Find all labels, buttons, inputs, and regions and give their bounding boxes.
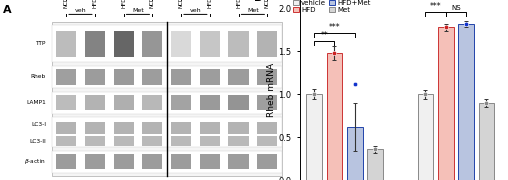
Text: veh: veh [189,8,201,13]
Bar [171,154,191,170]
Bar [347,127,363,180]
Text: LC3-II: LC3-II [29,139,46,144]
Text: A: A [3,5,12,15]
Bar [56,122,76,134]
Bar [85,122,105,134]
Bar [171,136,191,146]
Bar [200,31,220,57]
Text: NS: NS [451,5,461,11]
Text: Rheb: Rheb [30,74,46,79]
Bar [229,31,248,57]
Bar [113,31,134,57]
Bar [52,151,281,173]
Bar [171,95,191,111]
Bar [257,122,277,134]
Text: ***: *** [430,2,441,11]
Bar [113,154,134,170]
Bar [113,95,134,111]
Bar [113,122,134,134]
Bar [142,95,163,111]
Text: HFD: HFD [236,0,241,8]
Text: NCD: NCD [178,0,183,8]
Text: ***: *** [329,23,340,32]
Bar [229,122,248,134]
Bar [142,31,163,57]
Text: **: ** [321,31,328,40]
Text: HFD: HFD [121,0,126,8]
Bar [142,69,163,85]
Bar [142,122,163,134]
Bar [85,95,105,111]
Bar [200,154,220,170]
Bar [85,69,105,85]
Bar [171,122,191,134]
Bar [113,69,134,85]
Bar [257,69,277,85]
Text: HFD: HFD [207,0,212,8]
Text: veh: veh [75,8,86,13]
Bar [229,69,248,85]
Text: LAMP1: LAMP1 [26,100,46,105]
Bar [200,69,220,85]
Text: Met: Met [247,8,259,13]
FancyBboxPatch shape [52,22,281,176]
Bar [85,136,105,146]
Bar [56,31,76,57]
Bar [171,31,191,57]
Text: NCD: NCD [150,0,155,8]
Bar [229,154,248,170]
Bar [142,136,163,146]
Bar [52,118,281,147]
Bar [52,25,281,62]
Bar [479,103,494,180]
Bar [257,136,277,146]
Bar [113,136,134,146]
Text: HFD: HFD [92,0,98,8]
Bar [257,31,277,57]
Bar [257,95,277,111]
Bar [200,122,220,134]
Bar [85,154,105,170]
Bar [85,31,105,57]
Bar [142,154,163,170]
Bar [367,149,383,180]
Bar [458,24,474,180]
Bar [418,94,433,180]
Bar [327,53,342,180]
Bar [171,69,191,85]
Bar [52,66,281,88]
Bar [56,95,76,111]
Bar [229,95,248,111]
Bar [200,95,220,111]
Bar [52,92,281,114]
Bar [257,154,277,170]
Text: TTP: TTP [36,41,46,46]
Text: $\beta$-actin: $\beta$-actin [24,157,46,166]
Legend: vehicle, HFD, HFD+Met, Met: vehicle, HFD, HFD+Met, Met [293,0,371,13]
Bar [56,69,76,85]
Bar [56,136,76,146]
Text: NCD: NCD [265,0,270,8]
Bar [56,154,76,170]
Text: Met: Met [132,8,144,13]
Bar [229,136,248,146]
Bar [306,94,322,180]
Text: LC3-I: LC3-I [31,122,46,127]
Text: B: B [254,0,262,3]
Text: NCD: NCD [64,0,69,8]
Y-axis label: Rheb mRNA: Rheb mRNA [267,63,275,117]
Bar [200,136,220,146]
Bar [438,27,454,180]
